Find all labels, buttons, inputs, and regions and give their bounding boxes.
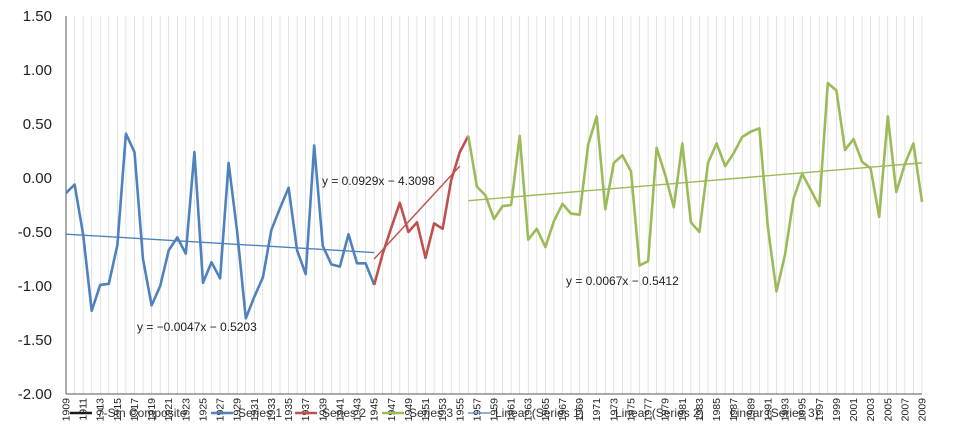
x-tick-label: 1959 [489, 398, 501, 422]
x-tick-label: 1993 [780, 398, 792, 422]
x-tick-label: 1949 [403, 398, 415, 422]
x-tick-label: 1961 [506, 398, 518, 422]
trend-equation-linear1: y = −0.0047x − 0.5203 [137, 320, 257, 334]
x-tick-label: 1981 [677, 398, 689, 422]
y-tick-label: 1.50 [23, 8, 52, 25]
x-tick-label: 1935 [283, 398, 295, 422]
x-tick-label: 1967 [557, 398, 569, 422]
x-tick-label: 1947 [386, 398, 398, 422]
x-tick-label: 1919 [146, 398, 158, 422]
x-tick-label: 1921 [163, 398, 175, 422]
trend-equation-linear2: y = 0.0929x − 4.3098 [322, 174, 435, 188]
x-tick-label: 1913 [95, 398, 107, 422]
x-tick-label: 1977 [643, 398, 655, 422]
y-tick-label: 0.00 [23, 170, 52, 187]
trend-equations: y = −0.0047x − 0.5203 y = 0.0929x − 4.309… [137, 174, 679, 334]
x-tick-label: 1953 [437, 398, 449, 422]
x-tick-label: 1933 [266, 398, 278, 422]
legend: 7-Stn Composite Series 1 Series 2 Series 3 L… [70, 406, 819, 420]
y-tick-label: 0.50 [23, 116, 52, 133]
y-tick-label: -1.00 [18, 278, 52, 295]
y-tick-label: -1.50 [18, 332, 52, 349]
legend-label-series3: Series 3 [409, 406, 453, 420]
x-tick-label: 2009 [917, 398, 929, 422]
x-tick-label: 1939 [317, 398, 329, 422]
x-tick-label: 1955 [454, 398, 466, 422]
data-series [65, 81, 924, 320]
x-tick-label: 1917 [129, 398, 141, 422]
x-tick-label: 1929 [232, 398, 244, 422]
series-line-series1 [65, 132, 376, 320]
y-tick-label: 1.00 [23, 62, 52, 79]
x-tick-label: 1911 [78, 398, 90, 421]
gridlines [65, 16, 923, 394]
x-tick-label: 1931 [249, 398, 261, 422]
axes: 1.50 1.00 0.50 0.00 -0.50 -1.00 -1.50 -2.00 1909… [18, 8, 929, 421]
x-tick-label: 1995 [797, 398, 809, 422]
x-tick-label: 1975 [625, 398, 637, 422]
legend-label-linear3: Linear (Series 3) [730, 406, 819, 420]
x-tick-label: 1941 [334, 398, 346, 422]
x-tick-label: 2007 [899, 398, 911, 422]
x-tick-label: 1969 [574, 398, 586, 422]
x-tick-label: 2003 [865, 398, 877, 422]
legend-label-linear1: Linear (Series 1) [495, 406, 584, 420]
series-line-series2 [372, 135, 470, 286]
y-tick-label: -2.00 [18, 386, 52, 403]
x-tick-label: 2001 [848, 398, 860, 422]
x-tick-label: 1915 [112, 398, 124, 422]
x-tick-label: 1957 [471, 398, 483, 422]
x-tick-label: 1991 [762, 398, 774, 422]
y-tick-label: -0.50 [18, 224, 52, 241]
x-tick-label: 1909 [61, 398, 73, 422]
x-tick-label: 1963 [523, 398, 535, 422]
trend-equation-linear3: y = 0.0067x − 0.5412 [566, 274, 679, 288]
x-tick-label: 1943 [352, 398, 364, 422]
x-tick-label: 1989 [745, 398, 757, 422]
x-tick-label: 1971 [591, 398, 603, 422]
x-tick-label: 1987 [728, 398, 740, 422]
x-tick-label: 1927 [215, 398, 227, 422]
x-tick-label: 1983 [694, 398, 706, 422]
x-tick-label: 1999 [831, 398, 843, 422]
legend-label-composite: 7-Stn Composite [97, 406, 187, 420]
series-line-series3 [467, 81, 924, 293]
x-tick-label: 1985 [711, 398, 723, 422]
x-tick-label: 1979 [660, 398, 672, 422]
x-tick-label: 1951 [420, 398, 432, 422]
x-tick-label: 1925 [197, 398, 209, 422]
x-tick-label: 1937 [300, 398, 312, 422]
x-tick-label: 1945 [369, 398, 381, 422]
trendline-linear2 [373, 165, 461, 260]
x-tick-label: 1997 [814, 398, 826, 422]
legend-label-linear2: Linear (Series 2) [615, 406, 704, 420]
legend-label-series2: Series 2 [322, 406, 366, 420]
x-tick-label: 1973 [608, 398, 620, 422]
x-tick-label: 2005 [882, 398, 894, 422]
x-tick-label: 1923 [180, 398, 192, 422]
legend-label-series1: Series 1 [238, 406, 282, 420]
x-tick-label: 1965 [540, 398, 552, 422]
trendline-linear3 [468, 162, 923, 202]
